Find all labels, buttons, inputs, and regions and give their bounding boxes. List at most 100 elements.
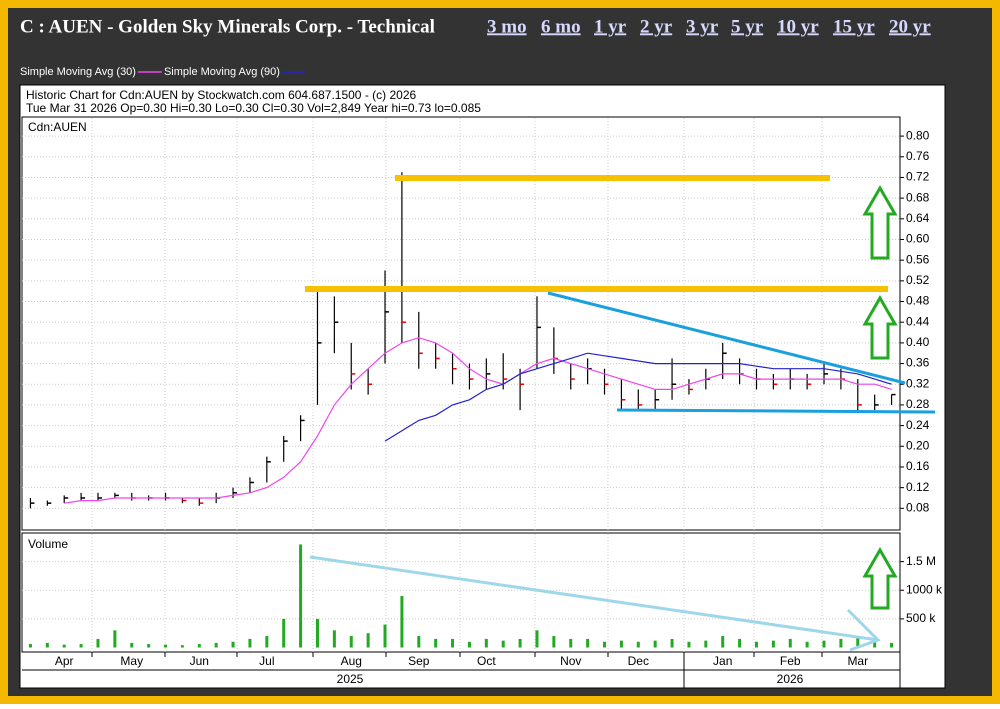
y-tick-label: 0.68 (906, 190, 930, 204)
period-link[interactable]: 3 yr (686, 16, 719, 37)
up-arrow (862, 294, 898, 360)
volume-bar (28, 644, 32, 648)
volume-bar (805, 641, 809, 648)
period-link[interactable]: 6 mo (541, 16, 581, 37)
volume-bar (248, 638, 252, 648)
volume-panel (21, 532, 901, 653)
volume-bar (619, 640, 623, 648)
period-link[interactable]: 1 yr (594, 16, 627, 37)
x-tick-label: Dec (628, 654, 649, 668)
up-arrow (862, 184, 898, 260)
volume-bar (197, 644, 201, 648)
volume-bar (670, 638, 674, 648)
volume-bar (890, 642, 894, 648)
volume-bar (400, 595, 404, 648)
x-tick-label: Jul (259, 654, 274, 668)
moving-average (64, 337, 892, 504)
volume-bar (754, 641, 758, 648)
volume-bar (231, 641, 235, 648)
period-link[interactable]: 2 yr (640, 16, 673, 37)
y-tick-label: 0.24 (906, 418, 930, 432)
volume-bar (586, 638, 590, 648)
volume-bar (535, 630, 539, 648)
y-tick-label: 0.48 (906, 294, 930, 308)
period-link[interactable]: 20 yr (889, 16, 931, 37)
y-tick-label: 500 k (906, 611, 936, 625)
x-tick-label: Mar (847, 654, 868, 668)
volume-bar (299, 544, 303, 648)
volume-bar (501, 640, 505, 648)
year-label: 2026 (777, 672, 804, 686)
period-link[interactable]: 15 yr (833, 16, 875, 37)
volume-bar (771, 640, 775, 648)
annotations (305, 175, 936, 652)
x-tick-label: Jan (713, 654, 732, 668)
x-tick-label: Oct (477, 654, 496, 668)
y-tick-label: 0.28 (906, 397, 930, 411)
trend-line (547, 291, 906, 385)
period-link[interactable]: 10 yr (777, 16, 819, 37)
volume-bar (349, 636, 353, 648)
y-tick-label: 1000 k (906, 582, 943, 596)
y-tick-label: 0.64 (906, 211, 930, 225)
volume-bar (738, 638, 742, 648)
volume-bar (147, 644, 151, 648)
support-line (616, 408, 936, 414)
year-label: 2025 (337, 672, 364, 686)
y-tick-label: 0.32 (906, 376, 930, 390)
volume-bar (214, 642, 218, 648)
y-tick-label: 0.56 (906, 252, 930, 266)
y-tick-label: 0.60 (906, 232, 930, 246)
volume-trend (309, 555, 879, 642)
y-tick-label: 0.12 (906, 480, 930, 494)
volume-bar (96, 638, 100, 648)
moving-average (384, 352, 892, 442)
volume-bar (434, 638, 438, 648)
volume-bar (484, 638, 488, 648)
x-tick-label: Sep (408, 654, 430, 668)
period-link[interactable]: 5 yr (731, 16, 764, 37)
y-tick-label: 0.72 (906, 170, 930, 184)
volume-bar (366, 633, 370, 648)
volume-bar (856, 636, 860, 648)
volume-bar (873, 640, 877, 648)
volume-bar (788, 638, 792, 648)
price-panel (21, 116, 901, 531)
panel-label: Cdn:AUEN (28, 120, 87, 134)
volume-arrowhead (846, 608, 881, 652)
y-tick-label: 0.52 (906, 273, 930, 287)
volume-bar (282, 618, 286, 648)
x-tick-label: Apr (55, 654, 74, 668)
x-tick-label: Nov (560, 654, 581, 668)
volume-bar (518, 638, 522, 648)
volume-bar (467, 641, 471, 648)
x-tick-label: Feb (780, 654, 801, 668)
y-tick-label: 0.08 (906, 500, 930, 514)
volume-bar (636, 641, 640, 648)
volume-bar (113, 630, 117, 648)
period-link[interactable]: 3 mo (487, 16, 527, 37)
page-title: C : AUEN - Golden Sky Minerals Corp. - T… (20, 16, 435, 37)
y-tick-label: 0.40 (906, 335, 930, 349)
volume-bar (265, 636, 269, 648)
volume-bar (79, 644, 83, 648)
y-tick-label: 0.20 (906, 438, 930, 452)
header-line: Tue Mar 31 2026 Op=0.30 Hi=0.30 Lo=0.30 … (26, 101, 481, 115)
x-tick-label: Jun (190, 654, 209, 668)
panel-label: Volume (28, 537, 68, 551)
legend-label: Simple Moving Avg (30) (20, 66, 136, 78)
volume-bar (315, 618, 319, 648)
x-tick-label: May (120, 654, 143, 668)
volume-bar (653, 640, 657, 648)
volume-bar (383, 624, 387, 648)
up-arrow (862, 546, 898, 610)
volume-bar (180, 645, 184, 648)
header-line: Historic Chart for Cdn:AUEN by Stockwatc… (26, 88, 416, 102)
volume-bar (704, 640, 708, 648)
volume-bar (62, 644, 66, 648)
y-tick-label: 0.80 (906, 128, 930, 142)
y-tick-label: 1.5 M (906, 554, 936, 568)
volume-bar (45, 642, 49, 648)
y-tick-label: 0.36 (906, 356, 930, 370)
